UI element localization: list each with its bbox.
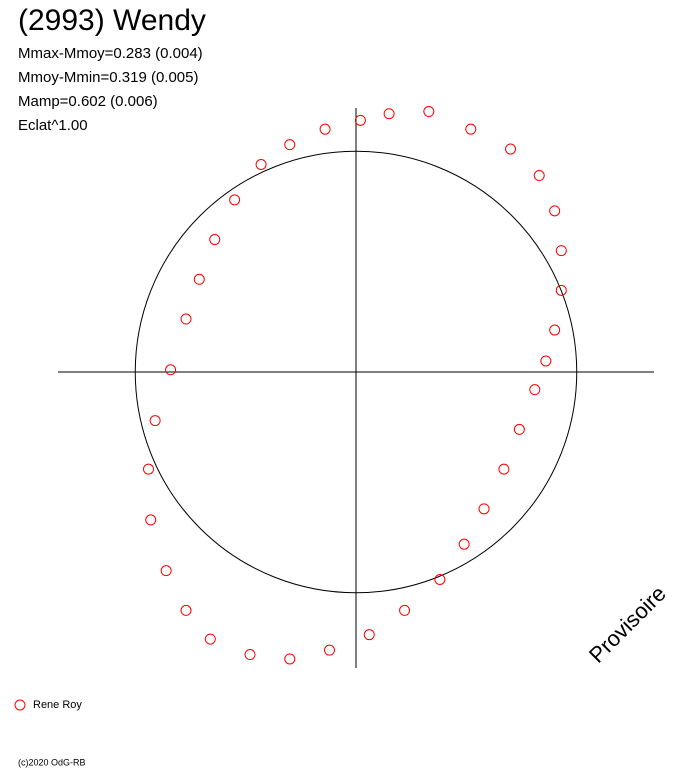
- annotation: Mmax-Mmoy=0.283 (0.004): [18, 45, 203, 62]
- data-point: [324, 644, 336, 656]
- data-point: [180, 604, 192, 616]
- data-point: [145, 514, 157, 526]
- chart-title: (2993) Wendy: [18, 4, 206, 37]
- data-point: [383, 108, 395, 120]
- data-point: [149, 415, 161, 427]
- data-point: [498, 463, 510, 475]
- data-point: [354, 114, 366, 126]
- data-point: [363, 629, 375, 641]
- data-point: [165, 364, 177, 376]
- data-point: [284, 653, 296, 665]
- reference-circle: [134, 150, 578, 594]
- footer: (c)2020 OdG-RB: [18, 757, 86, 767]
- data-point: [319, 123, 331, 135]
- annotation: Mamp=0.602 (0.006): [18, 93, 158, 110]
- data-point: [458, 538, 470, 550]
- annotation: Eclat^1.00: [18, 117, 88, 134]
- data-point: [478, 503, 490, 515]
- data-point: [193, 273, 205, 285]
- data-point: [505, 143, 517, 155]
- data-point: [555, 245, 567, 257]
- data-point: [529, 384, 541, 396]
- legend-marker: [14, 699, 26, 711]
- data-point: [229, 194, 241, 206]
- data-point: [540, 355, 552, 367]
- data-point: [399, 604, 411, 616]
- data-point: [143, 463, 155, 475]
- data-point: [209, 234, 221, 246]
- data-point: [549, 205, 561, 217]
- data-point: [160, 565, 172, 577]
- data-point: [555, 284, 567, 296]
- legend-label: Rene Roy: [33, 699, 82, 711]
- data-point: [284, 139, 296, 151]
- data-point: [180, 313, 192, 325]
- data-point: [513, 423, 525, 435]
- data-point: [549, 324, 561, 336]
- data-point: [423, 106, 435, 118]
- annotation: Mmoy-Mmin=0.319 (0.005): [18, 69, 198, 86]
- data-point: [255, 159, 267, 171]
- data-point: [465, 123, 477, 135]
- data-point: [204, 633, 216, 645]
- data-point: [244, 649, 256, 661]
- data-point: [533, 170, 545, 182]
- data-point: [434, 573, 446, 585]
